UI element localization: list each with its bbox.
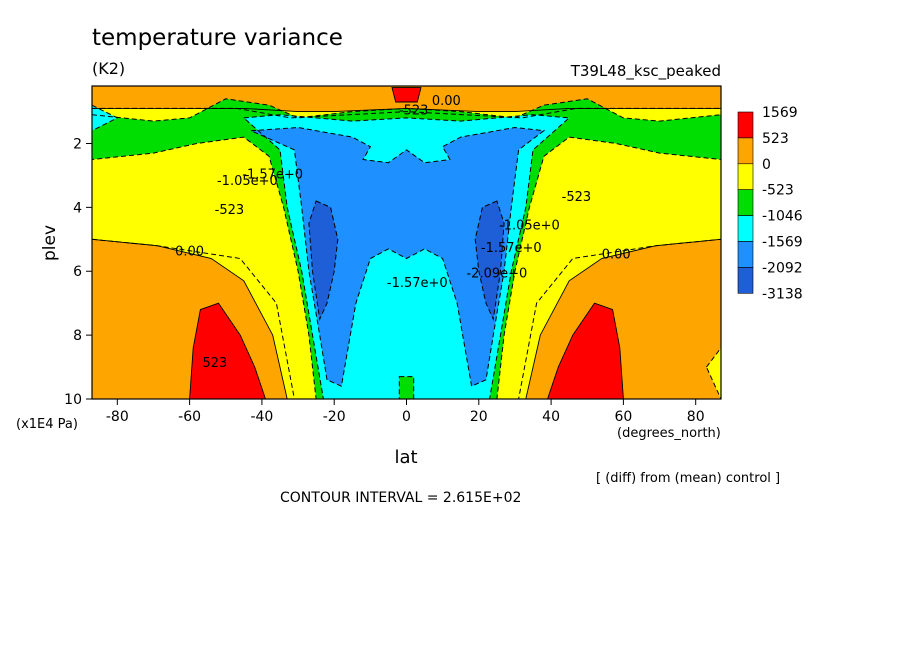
x-tick-label-1: -60 — [178, 409, 201, 425]
y-tick-label-2: 6 — [73, 264, 82, 280]
y-axis-label: plev — [40, 225, 60, 261]
x-tick-label-8: 80 — [687, 409, 705, 425]
contour-field-10 — [308, 201, 338, 320]
contour-field-14 — [392, 87, 421, 102]
contour-line-1 — [92, 107, 721, 399]
contour-label-11: 0.00 — [602, 248, 631, 263]
contour-line-2 — [92, 238, 288, 399]
contour-label-4: -523 — [215, 203, 245, 218]
colorbar-label-3: -523 — [762, 183, 794, 199]
contour-field-4 — [189, 303, 266, 399]
y-tick-label-1: 4 — [73, 200, 82, 216]
colorbar-label-2: 0 — [762, 157, 771, 173]
contour-label-5: 0.00 — [175, 244, 204, 259]
contour-line-6 — [92, 98, 721, 399]
y-units-label: (x1E4 Pa) — [16, 417, 78, 432]
x-units-label: (degrees_north) — [617, 426, 721, 441]
contour-line-12 — [398, 376, 415, 399]
y-tick-label-4: 10 — [64, 392, 82, 408]
contour-line-13 — [705, 347, 721, 399]
contour-line-11 — [474, 200, 505, 321]
contour-label-12: 523 — [202, 356, 227, 371]
contour-label-10: -523 — [562, 190, 592, 205]
x-tick-label-0: -80 — [106, 409, 129, 425]
contour-line-layer — [92, 86, 721, 399]
x-tick-label-6: 40 — [542, 409, 560, 425]
colorbar-label-7: -3138 — [762, 286, 803, 302]
contour-field-9 — [251, 127, 544, 387]
contour-line-8 — [242, 114, 571, 399]
x-tick-label-4: 0 — [402, 409, 411, 425]
colorbar-label-5: -1569 — [762, 235, 803, 251]
colorbar-label-1: 523 — [762, 131, 789, 147]
units-label: (K2) — [92, 59, 125, 78]
contour-line-3 — [525, 238, 721, 399]
x-tick-label-7: 60 — [614, 409, 632, 425]
contour-line-7 — [92, 104, 119, 132]
contour-field-13 — [706, 347, 721, 399]
colorbar-label-6: -2092 — [762, 260, 803, 276]
contour-label-1: -523 — [399, 104, 429, 119]
colorbar-swatch-3 — [737, 189, 754, 216]
colorbar-swatch-6 — [737, 267, 754, 294]
chart-title: temperature variance — [92, 25, 343, 51]
contour-field-5 — [547, 303, 624, 399]
x-tick-label-2: -40 — [250, 409, 273, 425]
y-tick-label-0: 2 — [73, 136, 82, 152]
contour-label-8: -1.57e+0 — [481, 241, 542, 256]
colorbar-swatch-2 — [737, 163, 754, 191]
contour-field-11 — [475, 201, 505, 320]
contour-line-9 — [250, 126, 546, 387]
contour-label-2: -1.05e+0 — [217, 174, 278, 189]
run-name-label: T39L48_ksc_peaked — [570, 62, 721, 81]
colorbar-label-4: -1046 — [762, 209, 803, 225]
y-tick-label-3: 8 — [73, 328, 82, 344]
y-axis: 2 4 6 8 10 — [64, 136, 92, 408]
contour-label-3: -1.57e+0 — [242, 168, 303, 183]
contour-line-5 — [547, 302, 624, 399]
contour-field-12 — [399, 376, 414, 399]
x-axis: -80 -60 -40 -20 0 20 40 60 80 — [106, 399, 705, 425]
colorbar: 1569 523 0 -523 -1046 -1569 -2092 -3138 — [737, 105, 803, 302]
colorbar-swatch-4 — [737, 215, 754, 242]
contour-line-14 — [391, 87, 422, 103]
colorbar-label-0: 1569 — [762, 105, 798, 121]
contour-label-9: -1.05e+0 — [499, 219, 560, 234]
diff-note: [ (diff) from (mean) control ] — [596, 471, 780, 486]
contour-field-7 — [92, 105, 118, 131]
x-axis-label: lat — [394, 447, 417, 468]
x-tick-label-3: -20 — [323, 409, 346, 425]
contour-line-4 — [189, 302, 266, 399]
contour-label-7: -2.09e+0 — [466, 267, 527, 282]
contour-line-0 — [92, 86, 721, 113]
contour-fill-layer — [92, 86, 721, 399]
colorbar-swatch-0 — [737, 111, 754, 139]
colorbar-swatch-5 — [737, 241, 754, 268]
contour-label-6: -1.57e+0 — [387, 276, 448, 291]
contour-line-10 — [308, 200, 339, 321]
contour-interval-label: CONTOUR INTERVAL = 2.615E+02 — [280, 490, 521, 506]
contour-label-0: 0.00 — [432, 94, 461, 109]
x-tick-label-5: 20 — [470, 409, 488, 425]
colorbar-swatch-1 — [737, 137, 754, 165]
contour-label-layer: 0.00-523-1.05e+0-1.57e+0-5230.00-1.57e+0… — [175, 94, 631, 371]
